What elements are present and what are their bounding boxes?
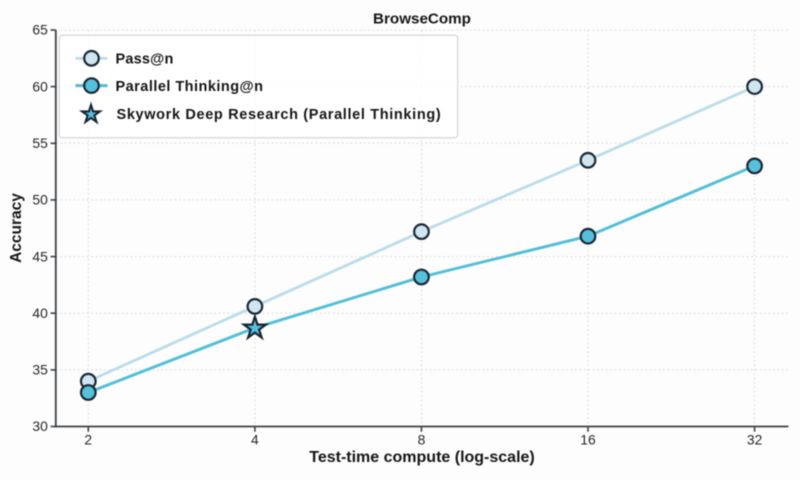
svg-text:55: 55 <box>32 135 48 151</box>
svg-text:2: 2 <box>84 432 92 448</box>
svg-text:60: 60 <box>32 78 48 94</box>
svg-text:Pass@n: Pass@n <box>116 52 174 68</box>
svg-text:50: 50 <box>32 192 48 208</box>
svg-text:40: 40 <box>32 305 48 321</box>
svg-text:Parallel Thinking@n: Parallel Thinking@n <box>116 79 264 95</box>
svg-text:30: 30 <box>32 418 48 434</box>
svg-text:65: 65 <box>32 22 48 38</box>
svg-text:Accuracy: Accuracy <box>8 193 25 263</box>
svg-text:8: 8 <box>418 432 426 448</box>
svg-text:45: 45 <box>32 248 48 264</box>
svg-text:35: 35 <box>32 362 48 378</box>
svg-text:4: 4 <box>251 432 259 448</box>
svg-text:16: 16 <box>580 432 596 448</box>
svg-text:32: 32 <box>747 432 763 448</box>
svg-text:Skywork Deep Research (Paralle: Skywork Deep Research (Parallel Thinking… <box>117 107 442 123</box>
svg-text:Test-time compute (log-scale): Test-time compute (log-scale) <box>309 449 535 466</box>
svg-text:BrowseComp: BrowseComp <box>373 11 471 28</box>
